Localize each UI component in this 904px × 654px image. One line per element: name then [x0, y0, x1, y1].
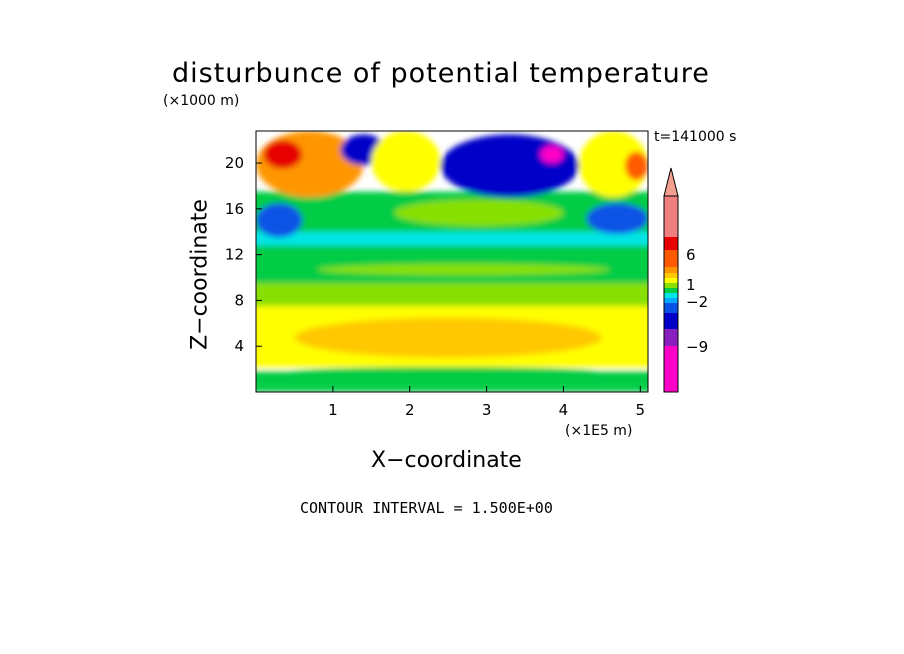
plot-frame: [255, 130, 649, 393]
contour-interval-note: CONTOUR INTERVAL = 1.500E+00: [300, 499, 553, 517]
colorbar-segment: [664, 346, 678, 392]
x-tick-label: 4: [559, 401, 569, 419]
chart-title: disturbunce of potential temperature: [172, 58, 710, 89]
field-region-5: [256, 283, 648, 307]
x-tick-label: 5: [636, 401, 646, 419]
colorbar-segment: [664, 303, 678, 313]
colorbar-label: 1: [686, 276, 696, 294]
field-region-4: [294, 317, 602, 358]
y-tick-label: 4: [234, 337, 244, 355]
colorbar-segment: [664, 196, 678, 237]
x-tick-label: 1: [328, 401, 338, 419]
colorbar-segment: [664, 288, 678, 293]
field-region-11: [256, 203, 303, 238]
colorbar-segment: [664, 278, 678, 283]
colorbar-segment: [664, 293, 678, 298]
colorbar-segment: [664, 267, 678, 273]
colorbar-segment: [664, 283, 678, 288]
y-axis-unit: (×1000 m): [163, 93, 240, 109]
x-axis-label: X−coordinate: [371, 448, 522, 473]
colorbar-segment: [664, 237, 678, 250]
y-tick-label: 12: [225, 246, 244, 264]
field-region-17: [440, 134, 579, 198]
field-region-14: [263, 140, 303, 169]
x-tick-label: 3: [482, 401, 492, 419]
field-region-10: [394, 199, 564, 227]
y-tick-label: 20: [225, 154, 244, 172]
y-tick-label: 8: [234, 291, 244, 309]
colorbar-segment: [664, 313, 678, 329]
colorbar-label: 6: [686, 246, 696, 264]
field-region-16: [371, 131, 441, 192]
colorbar-frame: [663, 195, 679, 393]
field-region-0: [256, 385, 648, 392]
x-tick-label: 2: [405, 401, 415, 419]
colorbar-label: −2: [686, 293, 708, 311]
field-region-7: [317, 263, 610, 276]
time-label: t=141000 s: [654, 129, 737, 145]
colorbar-arrow: [663, 167, 679, 197]
field-region-12: [586, 203, 648, 235]
colorbar-label: −9: [686, 338, 708, 356]
colorbar-segment: [664, 273, 678, 278]
x-axis-unit: (×1E5 m): [565, 423, 633, 439]
field-region-19: [578, 131, 648, 198]
y-tick-label: 16: [225, 200, 244, 218]
colorbar-segment: [664, 329, 678, 346]
colorbar-segment: [664, 298, 678, 303]
field-region-8: [256, 231, 648, 246]
field-region-2: [286, 366, 602, 379]
colorbar-segment: [664, 250, 678, 267]
field-region-18: [540, 145, 564, 164]
field-region-20: [624, 151, 648, 181]
